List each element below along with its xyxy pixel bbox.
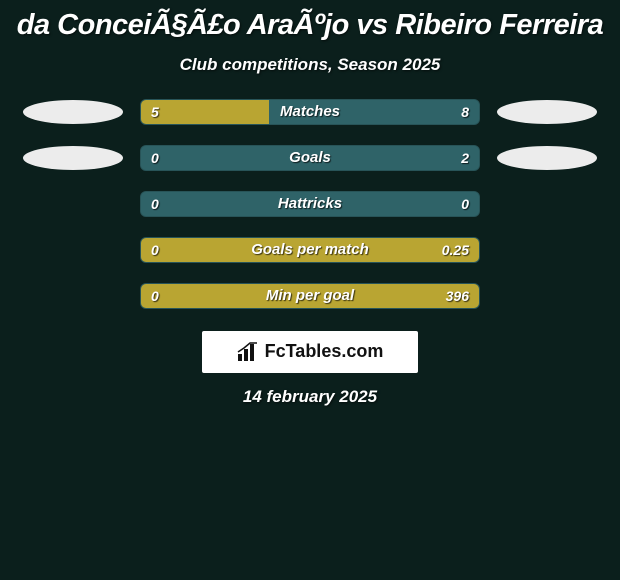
stat-label: Hattricks (141, 192, 479, 216)
stats-rows: 58Matches 02Goals 00Hattricks 00.25Goals pe… (0, 89, 620, 319)
comparison-card: da ConceiÃ§Ã£o AraÃºjo vs Ribeiro Ferrei… (0, 0, 620, 580)
stat-label: Goals per match (141, 238, 479, 262)
page-title: da ConceiÃ§Ã£o AraÃºjo vs Ribeiro Ferrei… (0, 4, 620, 49)
date-text: 14 february 2025 (0, 373, 620, 407)
team-badge-right (492, 237, 602, 263)
stat-row: 58Matches (0, 89, 620, 135)
stat-row: 00.25Goals per match (0, 227, 620, 273)
team-badge-right (492, 99, 602, 125)
stat-bar: 58Matches (140, 99, 480, 125)
stat-bar: 00.25Goals per match (140, 237, 480, 263)
stat-label: Min per goal (141, 284, 479, 308)
stat-row: 00Hattricks (0, 181, 620, 227)
stat-bar: 02Goals (140, 145, 480, 171)
brand-badge[interactable]: FcTables.com (202, 331, 418, 373)
stat-label: Matches (141, 100, 479, 124)
stat-bar: 0396Min per goal (140, 283, 480, 309)
stat-row: 0396Min per goal (0, 273, 620, 319)
stat-bar: 00Hattricks (140, 191, 480, 217)
team-badge-left (18, 145, 128, 171)
team-badge-left (18, 283, 128, 309)
team-badge-left (18, 237, 128, 263)
team-badge-left (18, 99, 128, 125)
bar-chart-icon (237, 342, 259, 362)
team-badge-left (18, 191, 128, 217)
brand-label: FcTables.com (265, 341, 384, 362)
team-badge-right (492, 283, 602, 309)
team-badge-right (492, 145, 602, 171)
stat-row: 02Goals (0, 135, 620, 181)
subtitle: Club competitions, Season 2025 (0, 49, 620, 89)
team-badge-right (492, 191, 602, 217)
stat-label: Goals (141, 146, 479, 170)
